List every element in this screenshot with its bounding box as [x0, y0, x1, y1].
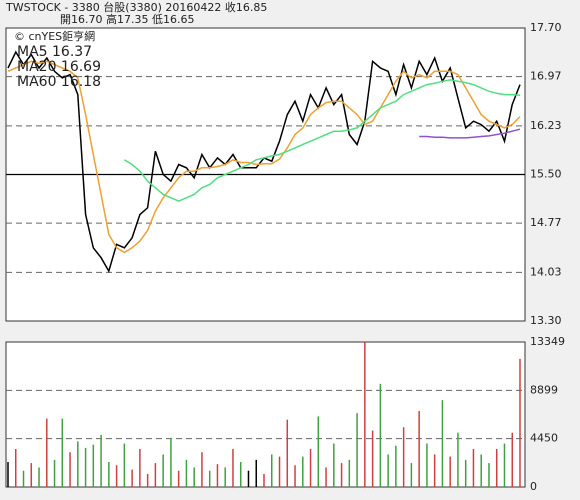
chart-subtitle: 開16.70 高17.35 低16.65 [60, 12, 194, 26]
y-tick-label: 14.03 [530, 265, 562, 278]
y-tick-label: 4450 [530, 432, 558, 445]
y-tick-label: 8899 [530, 383, 558, 396]
y-tick-label: 16.97 [530, 70, 562, 83]
y-tick-label: 15.50 [530, 168, 562, 181]
chart-title: TWSTOCK - 3380 台股(3380) 20160422 收16.85 [5, 0, 267, 14]
watermark: © cnYES鉅亨網 [14, 29, 95, 43]
y-tick-label: 17.70 [530, 21, 562, 34]
price-line [419, 128, 521, 139]
y-tick-label: 0 [530, 480, 537, 493]
price-line [7, 60, 521, 254]
y-tick-label: 13349 [530, 335, 565, 348]
legend-label: MA60 16.18 [17, 74, 101, 90]
y-tick-label: 16.23 [530, 119, 562, 132]
volume-panel [5, 341, 526, 488]
legend-label: MA20 16.69 [17, 59, 101, 75]
legend-label: MA5 16.37 [17, 44, 92, 60]
y-tick-label: 13.30 [530, 314, 562, 327]
y-tick-label: 14.77 [530, 216, 562, 229]
price-line [124, 79, 521, 202]
